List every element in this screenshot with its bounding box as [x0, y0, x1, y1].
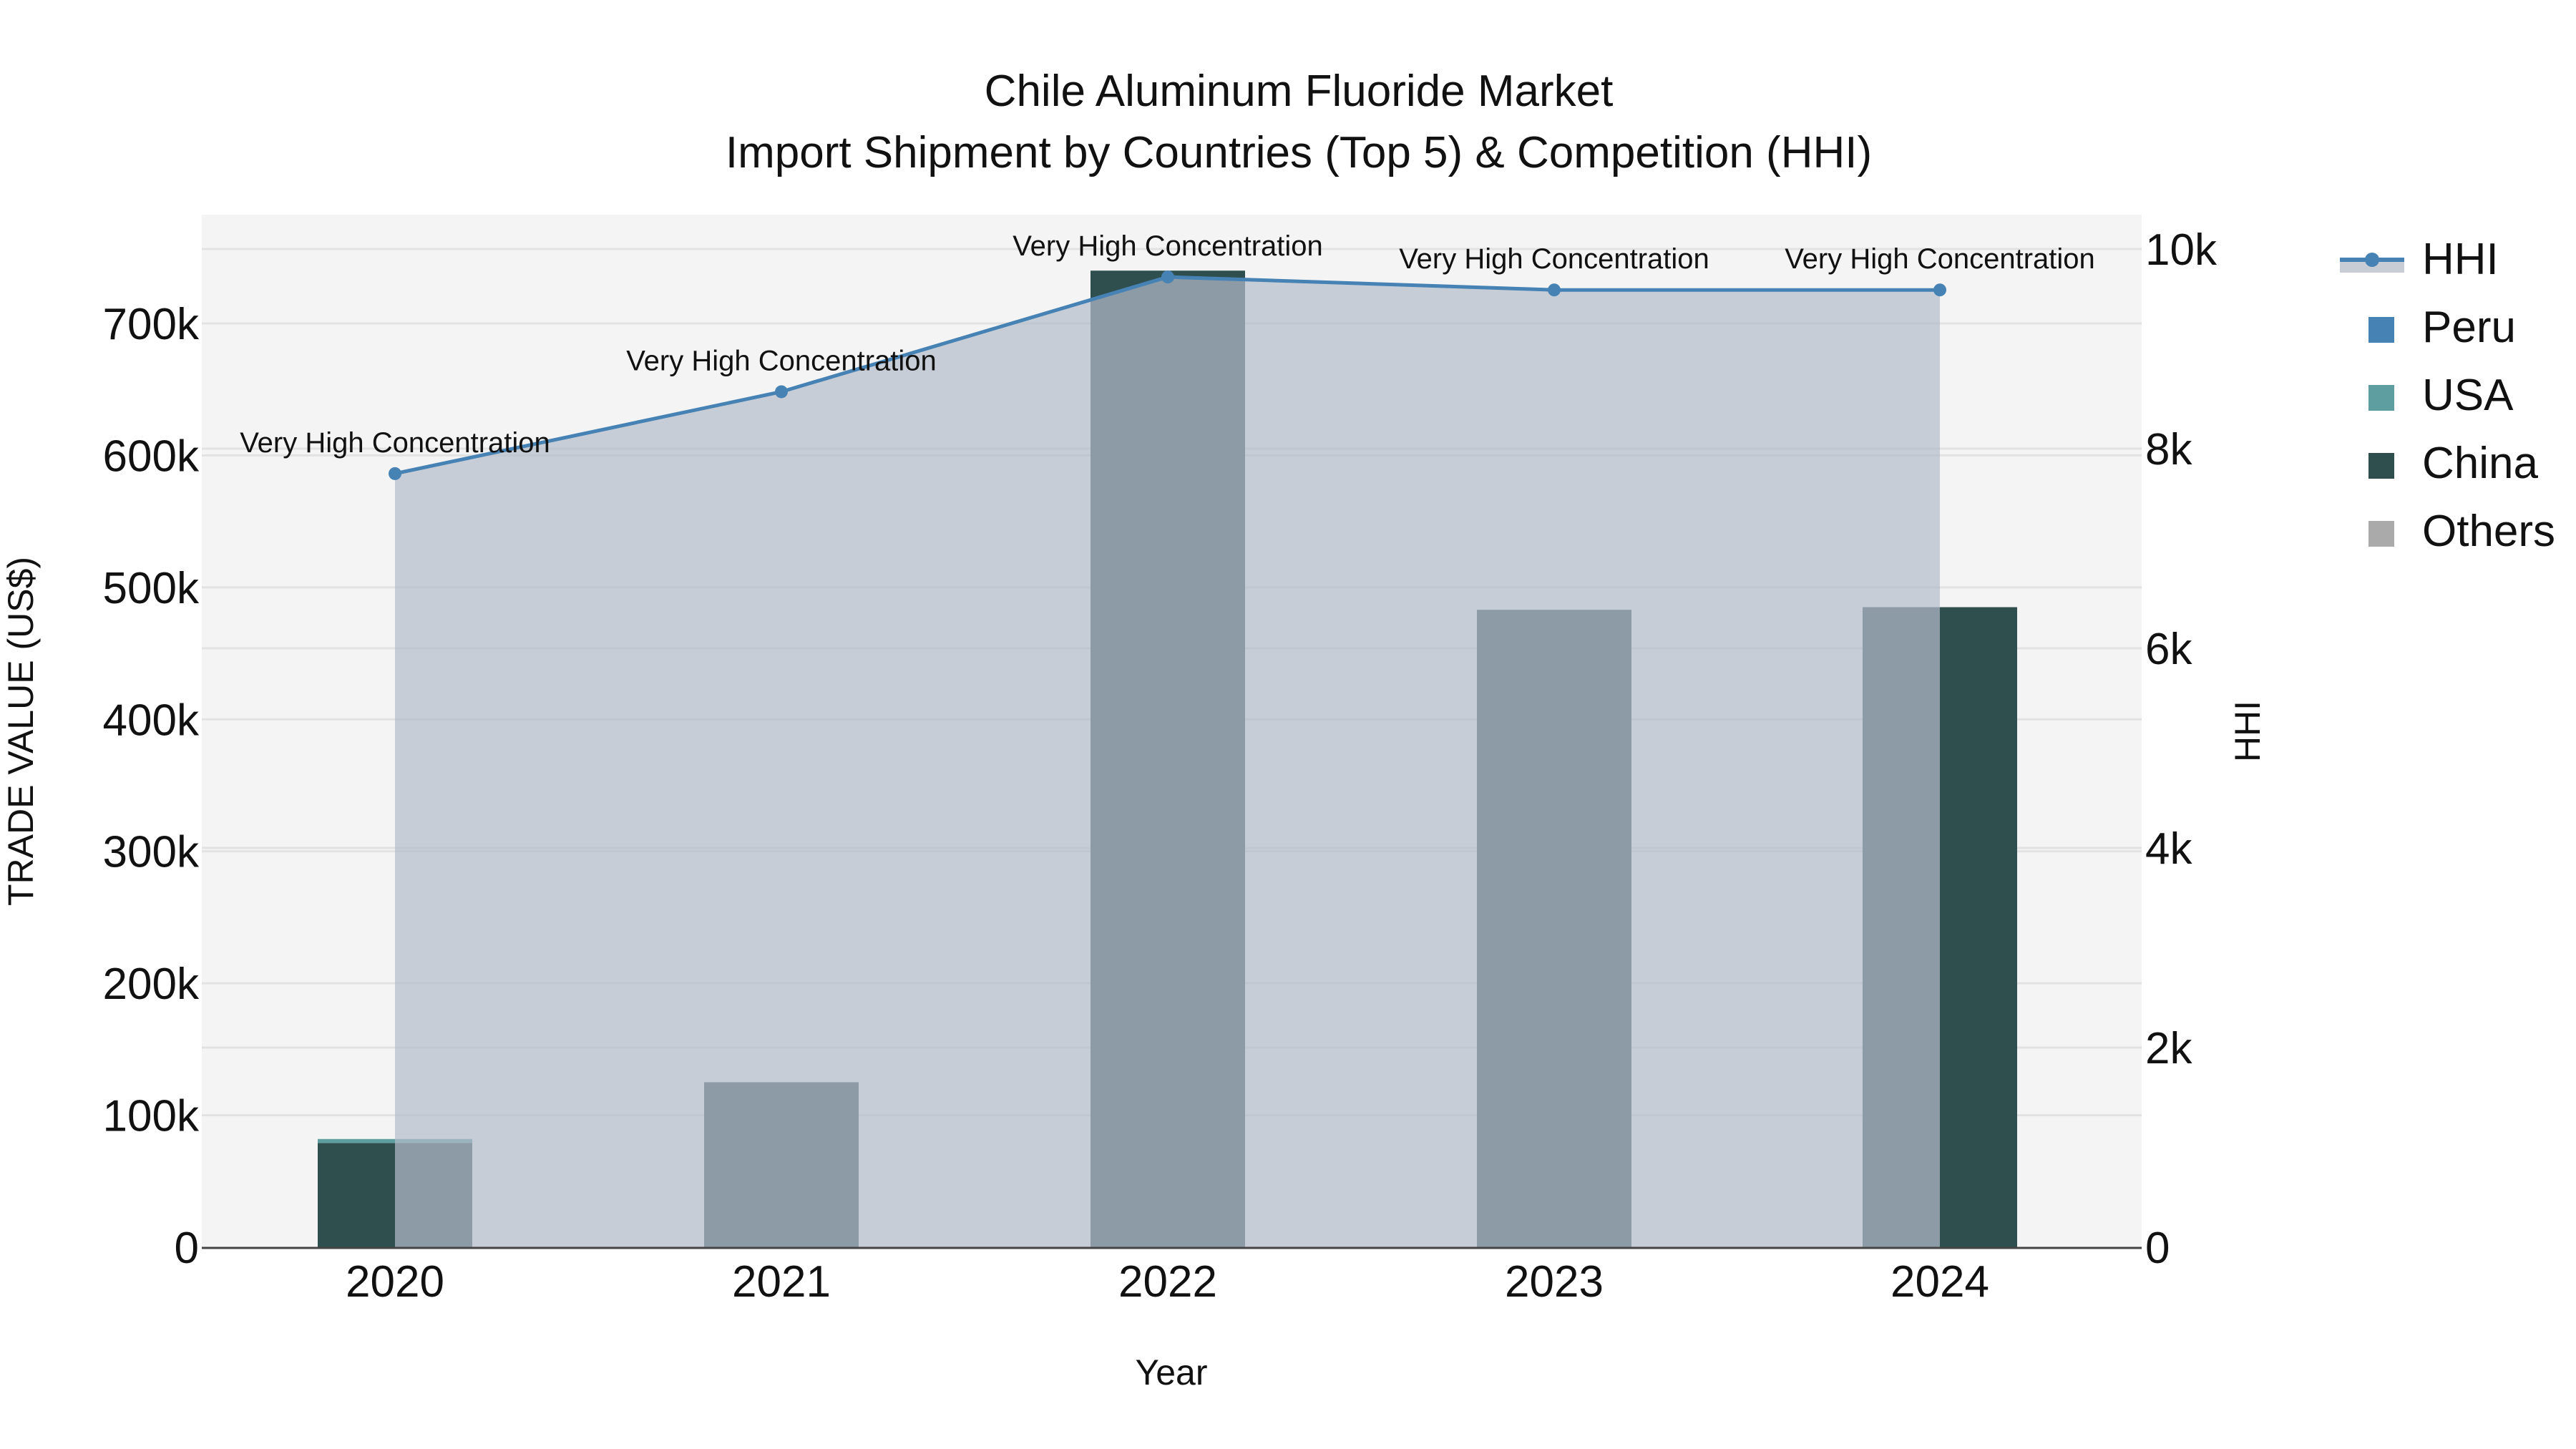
y-right-axis-ticks: 0 2k 4k 6k 8k 10k — [2145, 225, 2218, 1273]
annotation-label: Very High Concentration — [1399, 243, 1709, 275]
legend-label: Others — [2422, 507, 2556, 556]
legend-item-usa[interactable]: USA — [2340, 371, 2576, 435]
y-right-tick-label: 2k — [2145, 1024, 2192, 1073]
y-right-tick-label: 10k — [2145, 225, 2218, 275]
chart-title: Chile Aluminum Fluoride Market — [984, 67, 1614, 116]
y-right-tick-label: 6k — [2145, 625, 2192, 674]
legend-item-china[interactable]: China — [2340, 439, 2576, 503]
y-left-tick-label: 300k — [103, 828, 200, 877]
annotation-label: Very High Concentration — [626, 345, 937, 376]
legend-label: HHI — [2422, 235, 2499, 284]
y-right-tick-label: 8k — [2145, 425, 2192, 474]
hhi-point[interactable] — [389, 467, 401, 480]
china-swatch-icon — [2368, 453, 2394, 479]
usa-swatch-icon — [2368, 385, 2394, 411]
legend-label: USA — [2422, 371, 2514, 420]
annotation-label: Very High Concentration — [1785, 243, 2095, 275]
hhi-point[interactable] — [1161, 270, 1174, 284]
legend-label: Peru — [2422, 303, 2516, 352]
y-left-axis-ticks: 0 100k 200k 300k 400k 500k 600k 700k — [103, 300, 200, 1273]
y-left-tick-label: 200k — [103, 960, 200, 1009]
peru-swatch-icon — [2368, 317, 2394, 343]
y-right-tick-label: 4k — [2145, 824, 2192, 874]
x-tick-label: 2023 — [1505, 1257, 1604, 1307]
legend-item-hhi[interactable]: HHI — [2340, 235, 2576, 299]
y-right-tick-label: 0 — [2145, 1224, 2170, 1273]
y-left-tick-label: 0 — [175, 1224, 199, 1273]
x-axis-ticks: 2020 2021 2022 2023 2024 — [346, 1257, 1989, 1307]
x-tick-label: 2020 — [346, 1257, 444, 1307]
y-left-axis-title: TRADE VALUE (US$) — [1, 557, 41, 906]
y-left-tick-label: 100k — [103, 1092, 200, 1141]
x-axis-title: Year — [1135, 1352, 1207, 1392]
hhi-line-icon — [2340, 253, 2404, 273]
x-tick-label: 2024 — [1890, 1257, 1989, 1307]
annotation-label: Very High Concentration — [1013, 230, 1323, 262]
legend-label: China — [2422, 439, 2538, 488]
y-left-tick-label: 400k — [103, 696, 200, 745]
x-tick-label: 2021 — [732, 1257, 831, 1307]
hhi-point[interactable] — [775, 385, 788, 399]
hhi-markers[interactable] — [389, 270, 1946, 480]
others-swatch-icon — [2368, 521, 2394, 547]
annotation-label: Very High Concentration — [240, 427, 550, 459]
hhi-point[interactable] — [1548, 283, 1561, 297]
x-tick-label: 2022 — [1118, 1257, 1217, 1307]
y-left-tick-label: 500k — [103, 564, 200, 613]
legend-item-others[interactable]: Others — [2340, 507, 2576, 571]
legend-item-peru[interactable]: Peru — [2340, 303, 2576, 367]
hhi-point[interactable] — [1933, 283, 1946, 297]
annotations: Very High Concentration Very High Concent… — [240, 230, 2095, 459]
y-left-tick-label: 600k — [103, 431, 200, 481]
y-right-axis-title: HHI — [2228, 701, 2268, 762]
hhi-area — [395, 277, 1940, 1247]
chart-subtitle: Import Shipment by Countries (Top 5) & C… — [725, 128, 1873, 177]
y-left-tick-label: 700k — [103, 300, 200, 349]
